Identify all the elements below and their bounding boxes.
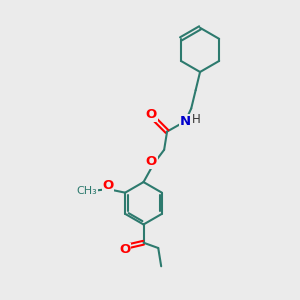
- Text: N: N: [180, 115, 191, 128]
- Text: O: O: [146, 155, 157, 168]
- Text: H: H: [192, 113, 201, 126]
- Text: O: O: [119, 243, 130, 256]
- Text: O: O: [146, 108, 157, 121]
- Text: O: O: [103, 179, 114, 192]
- Text: CH₃: CH₃: [76, 186, 97, 196]
